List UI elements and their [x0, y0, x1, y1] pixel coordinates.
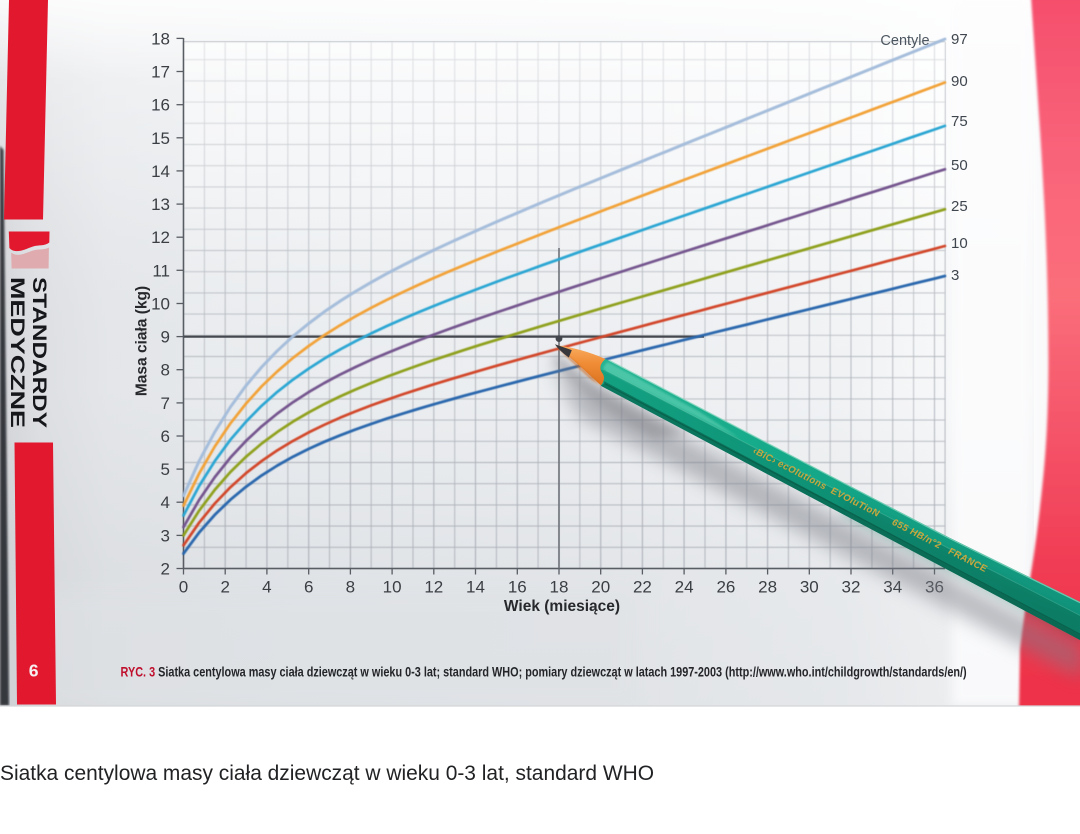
svg-text:75: 75	[951, 113, 968, 130]
svg-text:Masa ciała (kg): Masa ciała (kg)	[134, 286, 151, 396]
svg-text:RYC. 3 Siatka centylowa masy c: RYC. 3 Siatka centylowa masy ciała dziew…	[121, 664, 967, 679]
svg-text:11: 11	[152, 261, 170, 280]
svg-text:15: 15	[151, 129, 170, 148]
svg-text:90: 90	[951, 73, 968, 90]
svg-text:Centyle: Centyle	[880, 33, 929, 49]
svg-text:16: 16	[508, 578, 527, 597]
svg-text:17: 17	[151, 63, 170, 82]
svg-text:18: 18	[151, 29, 170, 48]
svg-text:MEDYCZNE: MEDYCZNE	[6, 277, 28, 428]
svg-text:2: 2	[220, 578, 229, 597]
svg-text:12: 12	[151, 228, 170, 247]
svg-text:6: 6	[161, 427, 170, 446]
svg-text:Wiek (miesiące): Wiek (miesiące)	[504, 598, 620, 615]
svg-text:9: 9	[161, 328, 170, 347]
svg-text:STANDARDY: STANDARDY	[28, 277, 50, 428]
svg-text:5: 5	[161, 460, 170, 479]
svg-text:20: 20	[591, 578, 610, 597]
svg-text:97: 97	[951, 31, 968, 48]
svg-text:10: 10	[383, 578, 402, 597]
svg-text:22: 22	[633, 578, 652, 597]
svg-text:7: 7	[161, 394, 170, 413]
svg-text:4: 4	[161, 493, 170, 512]
svg-text:3: 3	[951, 267, 959, 284]
svg-text:10: 10	[151, 295, 170, 314]
svg-text:10: 10	[951, 235, 968, 252]
svg-text:8: 8	[161, 361, 170, 380]
svg-text:18: 18	[550, 578, 569, 597]
svg-text:28: 28	[758, 578, 777, 597]
svg-text:3: 3	[161, 526, 170, 545]
svg-text:9: 9	[29, 660, 39, 680]
svg-text:4: 4	[262, 578, 271, 597]
svg-text:32: 32	[842, 578, 861, 597]
svg-text:30: 30	[800, 578, 819, 597]
svg-text:12: 12	[424, 578, 443, 597]
svg-text:Siatka centylowa masy ciała dz: Siatka centylowa masy ciała dziewcząt w …	[0, 761, 654, 785]
svg-text:6: 6	[304, 578, 313, 597]
svg-text:25: 25	[951, 198, 968, 215]
svg-text:0: 0	[179, 578, 188, 597]
svg-text:16: 16	[151, 96, 170, 115]
svg-text:50: 50	[951, 157, 968, 174]
svg-text:2: 2	[161, 560, 170, 579]
svg-text:14: 14	[466, 578, 485, 597]
svg-text:14: 14	[151, 162, 170, 181]
svg-text:24: 24	[675, 578, 694, 597]
svg-text:26: 26	[716, 578, 735, 597]
svg-text:13: 13	[151, 195, 170, 214]
svg-text:8: 8	[346, 578, 355, 597]
